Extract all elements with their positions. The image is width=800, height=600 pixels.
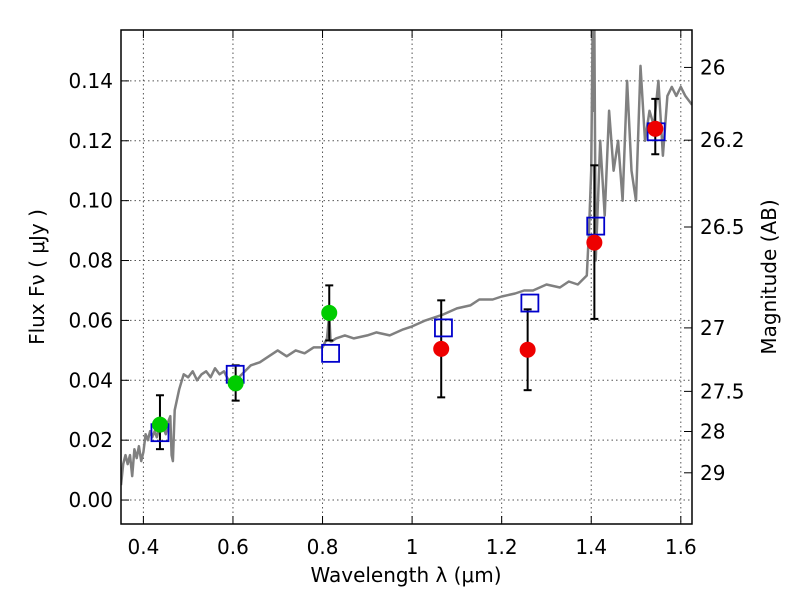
x-tick-label: 0.6 <box>217 535 249 559</box>
y-tick-labels: 0.00 0.02 0.04 0.06 0.08 0.10 0.12 0.14 <box>68 69 113 512</box>
y-tick-label: 0.08 <box>68 249 113 273</box>
right-tick-label: 28 <box>700 419 725 443</box>
y-axis-label: Flux Fν ( μJy ) <box>25 209 49 345</box>
x-tick-labels: 0.4 0.6 0.8 1 1.2 1.4 1.6 <box>127 535 696 559</box>
plot-background <box>121 30 692 524</box>
x-tick-label: 1.6 <box>665 535 697 559</box>
ticks <box>121 30 692 524</box>
green-point <box>321 304 338 321</box>
x-axis-label: Wavelength λ (μm) <box>310 563 501 587</box>
right-tick-label: 27 <box>700 316 725 340</box>
x-tick-label: 1.4 <box>575 535 607 559</box>
right-axis-label: Magnitude (AB) <box>757 199 781 354</box>
y-tick-label: 0.04 <box>68 368 113 392</box>
right-tick-label: 26.2 <box>700 128 745 152</box>
x-tick-label: 0.8 <box>307 535 339 559</box>
y-tick-label: 0.00 <box>68 488 113 512</box>
green-point <box>151 416 168 433</box>
y-tick-label: 0.14 <box>68 69 113 93</box>
model-point <box>586 216 606 236</box>
red-point <box>433 340 450 357</box>
y-tick-label: 0.10 <box>68 189 113 213</box>
red-point <box>647 120 664 137</box>
y-tick-label: 0.02 <box>68 428 113 452</box>
red-point <box>586 234 603 251</box>
observed-points <box>151 120 664 433</box>
x-tick-label: 1 <box>406 535 419 559</box>
y-tick-label: 0.06 <box>68 308 113 332</box>
y-tick-label: 0.12 <box>68 129 113 153</box>
right-tick-label: 29 <box>700 461 725 485</box>
right-tick-label: 26 <box>700 55 725 79</box>
plot-frame <box>120 29 693 525</box>
x-tick-label: 1.2 <box>486 535 518 559</box>
x-tick-label: 0.4 <box>127 535 159 559</box>
right-tick-labels: 26 26.2 26.5 27 27.5 28 29 <box>700 55 745 484</box>
model-point <box>321 343 340 363</box>
right-tick-label: 27.5 <box>700 379 745 403</box>
red-point <box>519 341 536 358</box>
model-point <box>434 318 453 338</box>
right-tick-label: 26.5 <box>700 215 745 239</box>
model-point <box>520 293 540 313</box>
green-point <box>227 375 244 392</box>
